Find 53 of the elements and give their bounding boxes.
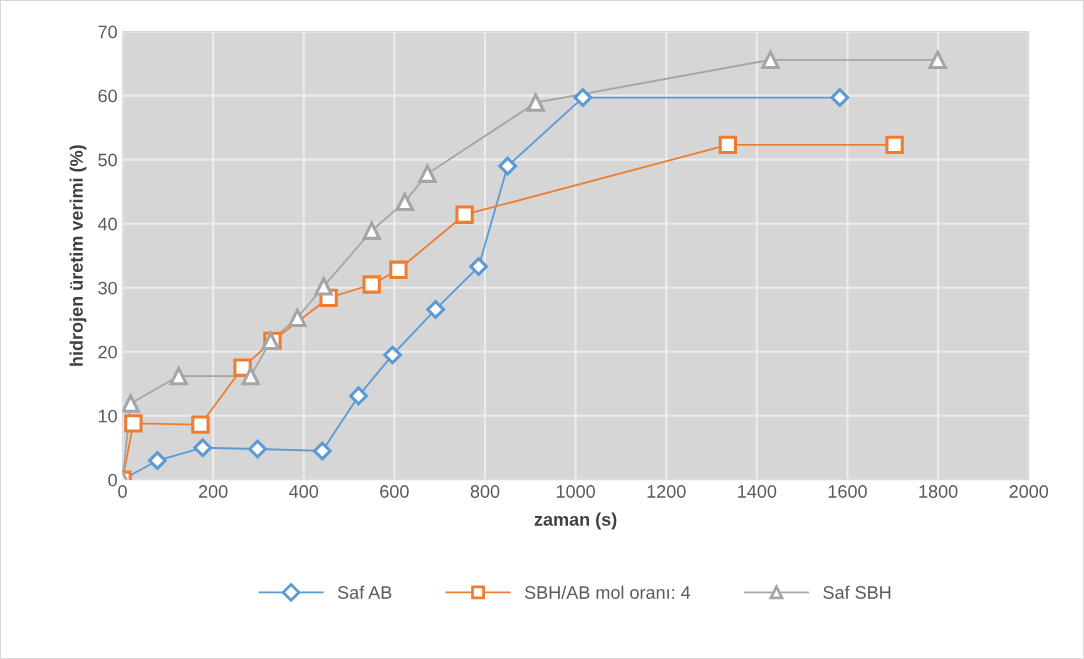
- point: [469, 257, 489, 276]
- x-tick-label: 200: [198, 485, 228, 498]
- legend-label: SBH/AB mol oranı: 4: [524, 585, 691, 599]
- point: [418, 164, 437, 183]
- point: [241, 366, 260, 386]
- y-tick-label: 50: [98, 153, 117, 167]
- point: [248, 439, 267, 459]
- y-tick-label: 30: [98, 281, 117, 295]
- x-tick-label: 1400: [738, 485, 777, 498]
- point: [718, 135, 738, 155]
- x-tick-label: 1000: [556, 485, 595, 498]
- point: [124, 414, 143, 433]
- point: [885, 135, 904, 155]
- x-tick-label: 2000: [1009, 485, 1049, 498]
- y-tick-label: 60: [98, 89, 117, 103]
- point: [362, 221, 381, 240]
- x-tick-label: 1600: [828, 485, 867, 498]
- point: [122, 394, 140, 413]
- x-tick-label: 0: [118, 485, 127, 498]
- y-axis-title: hidrojen üretim verimi (%): [69, 145, 87, 366]
- y-tick-label: 70: [98, 25, 117, 39]
- y-tick-label: 0: [108, 473, 117, 487]
- point: [312, 441, 332, 461]
- x-tick-label: 600: [380, 485, 409, 498]
- point: [383, 345, 402, 365]
- y-tick-label: 10: [98, 409, 117, 423]
- point: [455, 205, 474, 224]
- legend-label: Saf AB: [337, 585, 392, 599]
- y-tick-label: 20: [98, 345, 117, 359]
- point: [761, 50, 780, 69]
- x-tick-label: 1800: [919, 485, 958, 498]
- point: [169, 366, 188, 386]
- x-tick-label: 800: [470, 485, 500, 498]
- point: [148, 451, 167, 470]
- point: [498, 156, 518, 176]
- point: [395, 192, 414, 212]
- point: [389, 260, 408, 279]
- point: [426, 300, 445, 319]
- y-tick-label: 40: [97, 217, 117, 231]
- point: [314, 277, 333, 296]
- legend-label: Saf SBH: [823, 585, 891, 599]
- point: [928, 50, 947, 69]
- point: [362, 275, 381, 294]
- point: [191, 415, 210, 434]
- x-axis-title: zaman (s): [534, 512, 617, 530]
- point: [288, 308, 307, 327]
- point: [573, 88, 593, 107]
- x-tick-label: 1200: [647, 485, 686, 498]
- x-tick-label: 400: [289, 485, 319, 498]
- point: [349, 386, 368, 406]
- point: [526, 93, 545, 112]
- point: [830, 88, 850, 107]
- point: [193, 438, 213, 458]
